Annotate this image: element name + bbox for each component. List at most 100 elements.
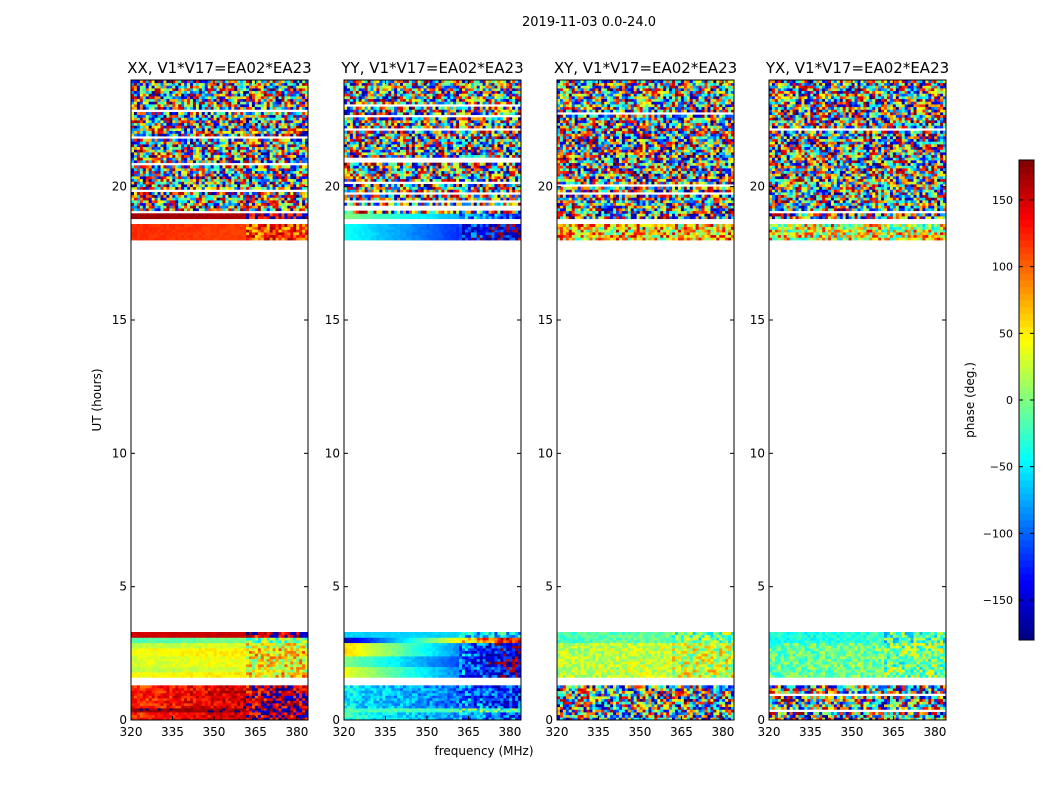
- heatmap-cell: [181, 658, 185, 662]
- heatmap-cell: [246, 184, 250, 188]
- heatmap-cell: [260, 650, 265, 654]
- heatmap-cell: [275, 178, 279, 182]
- heatmap-cell: [207, 692, 212, 696]
- heatmap-cell: [142, 98, 147, 102]
- heatmap-cell: [216, 149, 220, 153]
- heatmap-cell: [142, 232, 147, 236]
- heatmap-cell: [257, 213, 262, 217]
- heatmap-cell: [219, 152, 223, 156]
- heatmap-cell: [284, 178, 288, 182]
- heatmap-cell: [157, 144, 161, 148]
- heatmap-cell: [287, 653, 291, 657]
- heatmap-cell: [195, 93, 200, 97]
- heatmap-cell: [201, 149, 206, 153]
- heatmap-cell: [281, 128, 285, 132]
- heatmap-cell: [160, 237, 164, 241]
- heatmap-cell: [178, 186, 182, 190]
- heatmap-cell: [184, 674, 188, 678]
- heatmap-cell: [190, 717, 194, 721]
- heatmap-cell: [181, 192, 185, 196]
- heatmap-cell: [240, 650, 244, 654]
- heatmap-cell: [181, 133, 185, 137]
- heatmap-cell: [139, 101, 144, 105]
- heatmap-cell: [237, 112, 241, 116]
- heatmap-cell: [175, 705, 179, 709]
- heatmap-cell: [178, 170, 182, 174]
- heatmap-cell: [198, 658, 203, 662]
- heatmap-cell: [195, 695, 200, 699]
- heatmap-cell: [175, 648, 179, 652]
- heatmap-cell: [207, 122, 212, 126]
- heatmap-cell: [296, 669, 300, 673]
- heatmap-cell: [302, 237, 306, 241]
- heatmap-cell: [142, 692, 147, 696]
- heatmap-cell: [225, 224, 229, 228]
- heatmap-cell: [160, 202, 164, 206]
- heatmap-cell: [266, 112, 271, 116]
- heatmap-cell: [296, 96, 300, 100]
- heatmap-cell: [154, 88, 158, 92]
- heatmap-cell: [136, 656, 141, 660]
- heatmap-cell: [154, 710, 158, 713]
- heatmap-cell: [263, 664, 268, 668]
- heatmap-cell: [163, 152, 167, 156]
- heatmap-cell: [281, 181, 285, 185]
- heatmap-cell: [142, 141, 147, 145]
- heatmap-cell: [296, 152, 300, 156]
- heatmap-cell: [148, 226, 153, 230]
- heatmap-cell: [163, 114, 167, 118]
- heatmap-cell: [207, 144, 212, 148]
- heatmap-cell: [154, 106, 158, 110]
- heatmap-cell: [192, 226, 197, 230]
- heatmap-cell: [148, 656, 153, 660]
- heatmap-cell: [219, 165, 223, 169]
- heatmap-cell: [257, 133, 262, 137]
- heatmap-cell: [190, 125, 194, 129]
- heatmap-cell: [246, 98, 250, 102]
- heatmap-cell: [290, 85, 294, 89]
- heatmap-cell: [172, 645, 176, 649]
- heatmap-cell: [136, 106, 141, 110]
- heatmap-cell: [257, 96, 262, 100]
- heatmap-cell: [195, 157, 200, 161]
- heatmap-cell: [139, 122, 144, 126]
- heatmap-cell: [145, 90, 150, 94]
- heatmap-cell: [257, 122, 262, 126]
- heatmap-cell: [243, 714, 247, 718]
- heatmap-cell: [154, 208, 158, 212]
- heatmap-cell: [166, 712, 170, 716]
- heatmap-cell: [198, 224, 203, 228]
- heatmap-cell: [151, 666, 155, 670]
- heatmap-cell: [157, 170, 161, 174]
- heatmap-cell: [272, 146, 276, 150]
- heatmap-cell: [166, 194, 170, 198]
- heatmap-cell: [249, 93, 253, 97]
- heatmap-cell: [163, 642, 167, 646]
- heatmap-cell: [160, 173, 164, 177]
- heatmap-cell: [281, 96, 285, 100]
- heatmap-cell: [201, 669, 206, 673]
- heatmap-cell: [281, 216, 285, 220]
- heatmap-cell: [136, 672, 141, 676]
- heatmap-cell: [266, 184, 271, 188]
- heatmap-cell: [222, 138, 226, 142]
- heatmap-cell: [302, 176, 306, 180]
- heatmap-cell: [190, 128, 194, 132]
- heatmap-cell: [145, 88, 150, 92]
- heatmap-cell: [272, 128, 276, 132]
- heatmap-cell: [181, 125, 185, 129]
- heatmap-cell: [195, 176, 200, 180]
- heatmap-cell: [299, 178, 303, 182]
- heatmap-cell: [290, 695, 294, 699]
- heatmap-cell: [257, 687, 262, 691]
- heatmap-cell: [213, 653, 217, 657]
- heatmap-cell: [184, 664, 188, 668]
- heatmap-cell: [151, 181, 155, 185]
- heatmap-cell: [139, 632, 144, 636]
- heatmap-cell: [302, 674, 306, 678]
- heatmap-cell: [157, 168, 161, 172]
- heatmap-cell: [278, 106, 282, 110]
- heatmap-cell: [181, 669, 185, 673]
- heatmap-cell: [266, 117, 271, 121]
- heatmap-cell: [305, 653, 309, 657]
